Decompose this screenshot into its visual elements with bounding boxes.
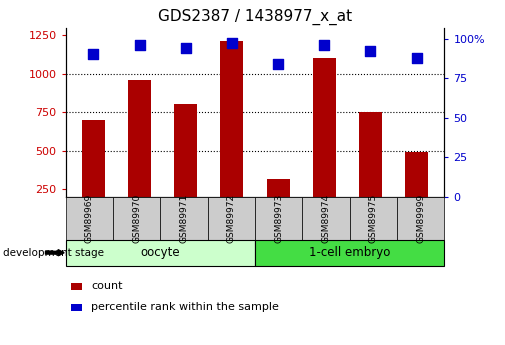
Point [413,55,421,60]
Point [367,49,375,54]
Text: 1-cell embryo: 1-cell embryo [309,246,390,259]
Text: GSM89972: GSM89972 [227,194,236,243]
Text: GSM89971: GSM89971 [179,194,188,243]
Point [320,42,328,48]
Text: GSM89970: GSM89970 [132,194,141,243]
Point [274,61,282,67]
Text: GSM89999: GSM89999 [416,194,425,243]
Text: development stage: development stage [3,248,104,258]
Point [182,46,190,51]
Text: GSM89969: GSM89969 [85,194,94,243]
Bar [313,58,336,227]
Text: GSM89975: GSM89975 [369,194,378,243]
Text: percentile rank within the sample: percentile rank within the sample [91,302,279,312]
Text: count: count [91,282,122,291]
Text: GSM89974: GSM89974 [322,194,331,243]
Text: oocyte: oocyte [140,246,180,259]
Bar [174,105,197,227]
Bar [405,152,428,227]
Bar [267,179,290,227]
Bar [220,41,243,227]
Title: GDS2387 / 1438977_x_at: GDS2387 / 1438977_x_at [158,9,352,25]
Bar [359,112,382,227]
Point [135,42,143,48]
Point [89,52,97,57]
Bar [128,80,151,227]
Text: GSM89973: GSM89973 [274,194,283,243]
Point [228,41,236,46]
Bar [82,120,105,227]
